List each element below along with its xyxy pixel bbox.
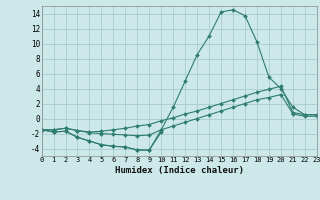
X-axis label: Humidex (Indice chaleur): Humidex (Indice chaleur) [115,166,244,175]
